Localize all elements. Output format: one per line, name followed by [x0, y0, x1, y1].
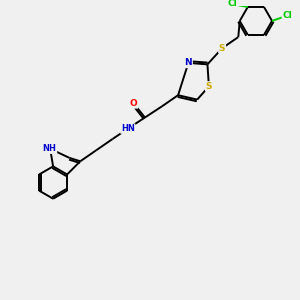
Text: S: S	[219, 44, 225, 53]
Text: N: N	[184, 58, 192, 68]
Text: O: O	[130, 99, 138, 108]
Text: NH: NH	[43, 144, 56, 153]
Text: Cl: Cl	[282, 11, 292, 20]
Text: Cl: Cl	[228, 0, 237, 8]
Text: S: S	[206, 82, 212, 91]
Text: HN: HN	[121, 124, 135, 133]
